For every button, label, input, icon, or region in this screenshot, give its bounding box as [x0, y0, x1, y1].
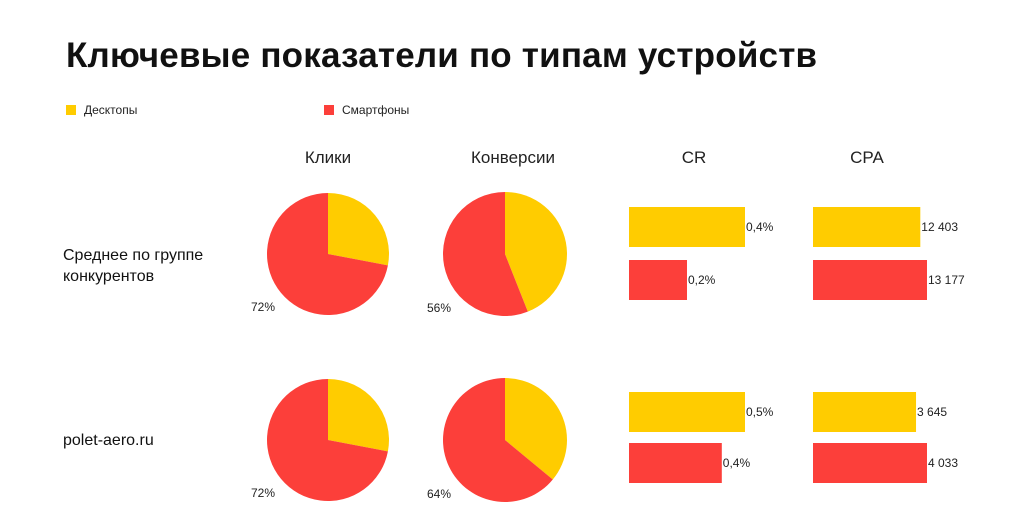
column-header-clicks: Клики [304, 148, 352, 167]
bar-2-0 [629, 207, 745, 247]
bar-2-1 [629, 260, 687, 300]
legend-label-desktop: Десктопы [84, 103, 138, 117]
bar-label-3-0: 12 403 [921, 220, 958, 234]
bar-6-1 [629, 443, 722, 483]
bar-6-0 [629, 392, 745, 432]
bar-label-3-1: 13 177 [928, 273, 965, 287]
legend-swatch-mobile [324, 105, 334, 115]
bar-3-0 [813, 207, 921, 247]
column-header-cr: CR [681, 148, 707, 167]
pie-slice-1-0 [505, 192, 568, 312]
legend-item-desktop: Десктопы [66, 103, 137, 117]
pie-slice-5-1 [443, 378, 553, 502]
bar-label-7-1: 4 033 [928, 456, 958, 470]
bar-label-2-0: 0,4% [746, 220, 774, 234]
legend-label-mobile: Смартфоны [342, 103, 410, 117]
pie-slice-5-0 [505, 378, 568, 480]
pie-label-5: 64% [427, 487, 451, 501]
column-header-conversions: Конверсии [471, 148, 555, 167]
pie-slice-0-1 [267, 193, 388, 315]
pie-label-1: 56% [427, 301, 451, 315]
pie-label-4: 72% [251, 486, 275, 500]
bar-label-6-1: 0,4% [723, 456, 751, 470]
row-label-competitors: Среднее по группе конкурентов [63, 247, 204, 285]
bar-7-1 [813, 443, 927, 483]
bar-7-0 [813, 392, 917, 432]
column-header-cpa: CPA [850, 148, 884, 167]
legend-item-mobile: Смартфоны [324, 103, 409, 117]
pie-slice-4-1 [267, 379, 388, 501]
pie-slice-0-0 [328, 193, 389, 266]
bar-label-6-0: 0,5% [746, 405, 774, 419]
page-title: Ключевые показатели по типам устройств [66, 36, 818, 75]
pie-slice-4-0 [328, 379, 389, 452]
row-label-polet-aero: polet-aero.ru [63, 432, 154, 449]
bar-label-2-1: 0,2% [688, 273, 716, 287]
pie-slice-1-1 [443, 192, 528, 316]
pie-label-0: 72% [251, 300, 275, 314]
legend-swatch-desktop [66, 105, 76, 115]
bar-3-1 [813, 260, 927, 300]
bar-label-7-0: 3 645 [917, 405, 947, 419]
